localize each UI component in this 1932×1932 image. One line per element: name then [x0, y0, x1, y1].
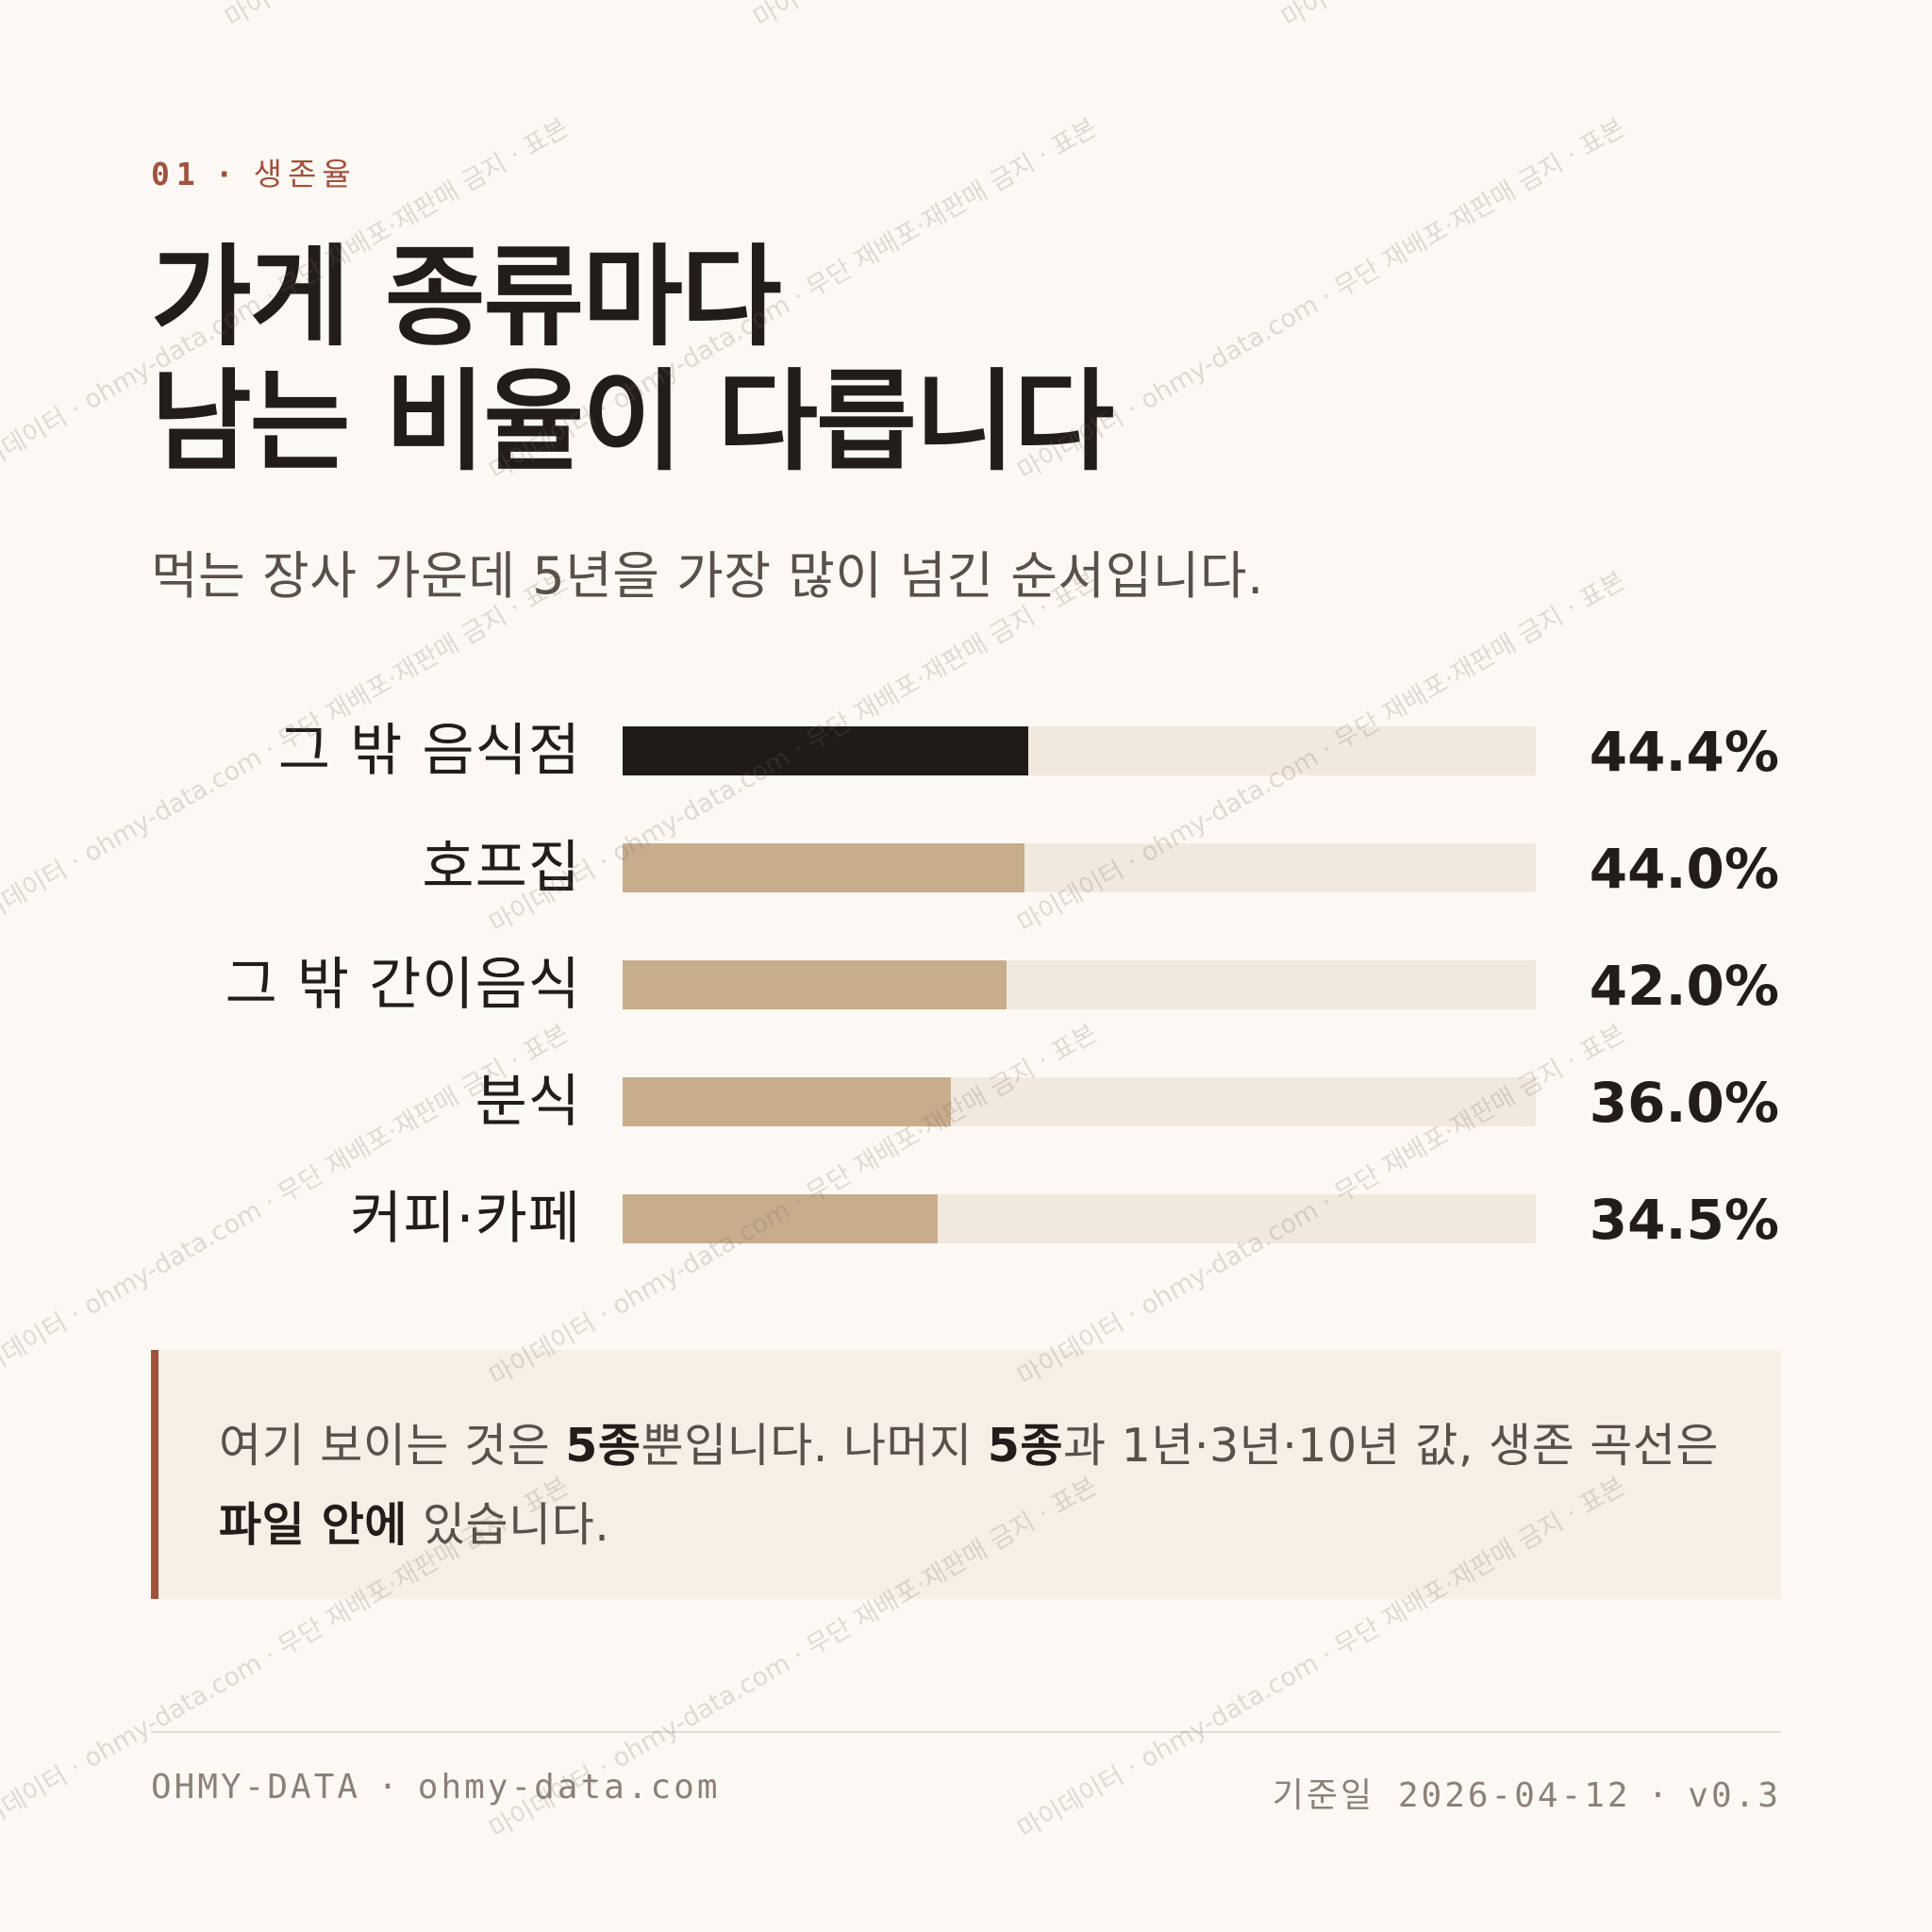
bar-value-label: 34.5%: [1589, 1188, 1779, 1252]
note-bold-remaining-count: 5종: [987, 1419, 1063, 1473]
note-text-part: 뿐입니다. 나머지: [641, 1419, 988, 1473]
bar-label: 호프집: [422, 835, 581, 901]
note-text: 여기 보이는 것은 5종뿐입니다. 나머지 5종과 1년·3년·10년 값, 생…: [219, 1407, 1747, 1565]
bar-track: [623, 1194, 1536, 1243]
bar: [623, 843, 1024, 892]
bar-label: 그 밖 간이음식: [225, 952, 581, 1018]
footer-brand: OHMY-DATA · ohmy-data.com: [151, 1768, 721, 1807]
bar-label: 커피·카페: [350, 1186, 581, 1252]
note-bold-in-file: 파일 안에: [219, 1498, 408, 1552]
bar-track: [623, 960, 1536, 1009]
reference-date: 2026-04-12: [1397, 1776, 1631, 1815]
title-line-1: 가게 종류마다: [151, 234, 782, 361]
bar-value-label: 44.4%: [1589, 720, 1779, 784]
footer-divider: [151, 1731, 1781, 1733]
brand-name: OHMY-DATA: [151, 1768, 361, 1807]
note-text-part: 과 1년·3년·10년 값, 생존 곡선은: [1062, 1419, 1719, 1473]
info-note: 여기 보이는 것은 5종뿐입니다. 나머지 5종과 1년·3년·10년 값, 생…: [151, 1350, 1781, 1599]
note-text-part: 있습니다.: [407, 1498, 610, 1552]
bar: [623, 960, 1007, 1009]
bar: [623, 726, 1028, 775]
bar-track: [623, 726, 1536, 775]
page-subtitle: 먹는 장사 가운데 5년을 가장 많이 넘긴 순서입니다.: [151, 546, 1264, 606]
bar-label: 분식: [475, 1069, 581, 1135]
bar: [623, 1077, 952, 1126]
footer-separator: ·: [1647, 1776, 1672, 1815]
bar-track: [623, 1077, 1536, 1126]
note-text-part: 여기 보이는 것은: [219, 1419, 566, 1473]
bar: [623, 1194, 938, 1243]
version-label: v0.3: [1688, 1776, 1781, 1815]
date-label: 기준일: [1272, 1776, 1375, 1815]
bar-value-label: 44.0%: [1589, 837, 1779, 901]
eyebrow-separator: ·: [214, 156, 241, 192]
bar-track: [623, 843, 1536, 892]
section-eyebrow: 01 · 생존율: [151, 149, 357, 194]
bar-value-label: 36.0%: [1589, 1071, 1779, 1135]
bar-value-label: 42.0%: [1589, 954, 1779, 1018]
note-bold-shown-count: 5종: [565, 1419, 641, 1473]
footer-meta: 기준일 2026-04-12 · v0.3: [1273, 1768, 1781, 1817]
site-url: ohmy-data.com: [417, 1768, 721, 1807]
section-label: 생존율: [253, 156, 357, 192]
title-line-2: 남는 비율이 다릅니다: [151, 358, 1114, 486]
footer-separator: ·: [377, 1768, 401, 1807]
section-number: 01: [151, 156, 202, 192]
page-title: 가게 종류마다 남는 비율이 다릅니다: [151, 234, 1114, 486]
bar-label: 그 밖 음식점: [277, 718, 581, 784]
